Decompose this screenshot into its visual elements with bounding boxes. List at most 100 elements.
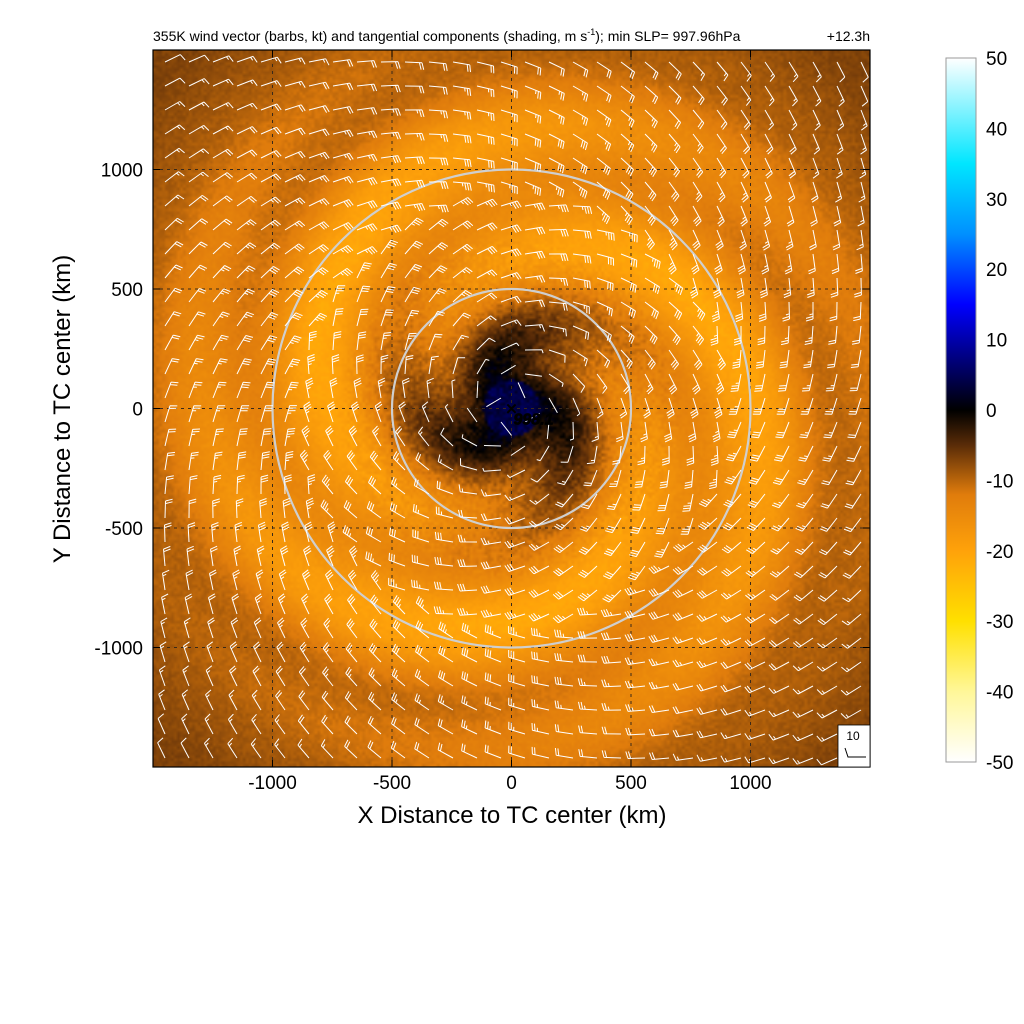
colorbar: 50 40 30 20 10 0 -10 -20 -30 -40 -50	[945, 49, 1013, 774]
wind-barb	[274, 714, 286, 735]
wind-barb	[644, 85, 659, 105]
wind-barb	[739, 229, 747, 251]
wind-barb	[164, 522, 172, 543]
wind-barb	[668, 133, 681, 154]
wind-barb	[380, 131, 402, 140]
wind-barb	[206, 641, 214, 663]
wind-barb	[323, 617, 334, 639]
wind-barb	[236, 219, 257, 231]
wind-barb	[531, 699, 550, 711]
wind-barb	[374, 401, 383, 423]
wind-barb	[274, 738, 286, 759]
wind-barb	[673, 541, 694, 553]
wind-barb	[572, 373, 586, 393]
wind-barb	[680, 517, 694, 535]
wind-barb	[332, 285, 346, 303]
wind-barb	[722, 517, 742, 531]
wind-barb	[322, 666, 334, 687]
wind-barb	[740, 157, 750, 179]
colorbar-tick-label: -40	[986, 683, 1013, 704]
center-pressure-label: 998.1	[514, 412, 554, 429]
wind-barb	[720, 661, 742, 670]
wind-barb	[648, 611, 670, 620]
wind-barb	[531, 675, 550, 687]
wind-barb	[164, 287, 183, 303]
wind-barb	[332, 308, 344, 327]
wind-barb	[504, 563, 526, 572]
wind-barb	[788, 61, 799, 83]
wind-barb	[771, 493, 790, 509]
wind-barb	[438, 670, 454, 687]
wind-barb	[668, 325, 681, 346]
wind-barb	[776, 397, 790, 415]
wind-barb	[484, 696, 502, 711]
y-tick-label: -500	[105, 519, 143, 540]
wind-barb	[298, 690, 310, 711]
wind-barb	[433, 606, 454, 615]
wind-barb	[577, 589, 598, 602]
wind-barb	[187, 522, 196, 543]
wind-barb	[428, 204, 449, 213]
wind-barb	[572, 109, 589, 126]
wind-barb	[284, 405, 297, 423]
wind-barb	[437, 742, 454, 759]
wind-barb	[711, 301, 720, 323]
wind-barb	[367, 740, 382, 759]
wind-barb	[413, 478, 430, 495]
wind-barb	[524, 250, 546, 259]
wind-barb	[159, 641, 167, 663]
wind-barb	[528, 565, 550, 575]
wind-barb	[500, 157, 518, 171]
wind-barb	[844, 493, 862, 509]
wind-barb	[596, 301, 613, 317]
wind-barb	[531, 651, 550, 663]
wind-barb	[236, 265, 256, 279]
wind-barb	[380, 178, 402, 187]
colorbar-gradient	[945, 57, 977, 763]
wind-barb	[392, 619, 406, 639]
wind-barb	[368, 643, 382, 663]
x-tick-label: -1000	[248, 773, 297, 794]
wind-barb	[696, 589, 718, 599]
wind-barb	[323, 449, 334, 471]
wind-barb	[816, 757, 838, 766]
wind-barb	[457, 583, 478, 592]
wind-barb	[596, 61, 612, 79]
wind-barb	[500, 319, 522, 327]
wind-barb	[500, 272, 522, 280]
wind-barb	[697, 541, 718, 553]
wind-barb	[851, 325, 862, 345]
wind-barb	[284, 335, 302, 351]
wind-barb	[183, 641, 190, 663]
wind-barb	[212, 241, 232, 255]
wind-barb	[253, 641, 262, 663]
wind-barb	[164, 54, 186, 63]
wind-barb	[620, 61, 636, 80]
wind-barb	[737, 253, 746, 275]
wind-barb	[404, 309, 420, 327]
wind-barb	[305, 497, 314, 519]
wind-barb	[404, 240, 424, 255]
wind-barb	[696, 683, 718, 692]
wind-barb	[212, 358, 228, 375]
wind-barb	[596, 229, 615, 241]
wind-barb	[625, 704, 646, 712]
wind-barb	[260, 428, 272, 447]
wind-barb	[236, 195, 257, 207]
colorbar-tick-label: -10	[986, 471, 1013, 492]
wind-barb	[188, 475, 198, 495]
wind-barb	[404, 286, 421, 303]
wind-barb	[412, 504, 430, 519]
wind-barb	[476, 269, 498, 279]
wind-barb	[648, 565, 670, 574]
wind-barb	[668, 181, 680, 202]
wind-barb	[620, 349, 633, 370]
wind-barb	[236, 451, 247, 471]
wind-barb	[158, 665, 166, 687]
wind-barb	[846, 445, 862, 462]
wind-barb	[284, 127, 306, 136]
wind-barb	[554, 724, 574, 735]
wind-barb	[620, 157, 634, 177]
wind-barb	[827, 349, 838, 369]
wind-barb	[476, 337, 496, 351]
